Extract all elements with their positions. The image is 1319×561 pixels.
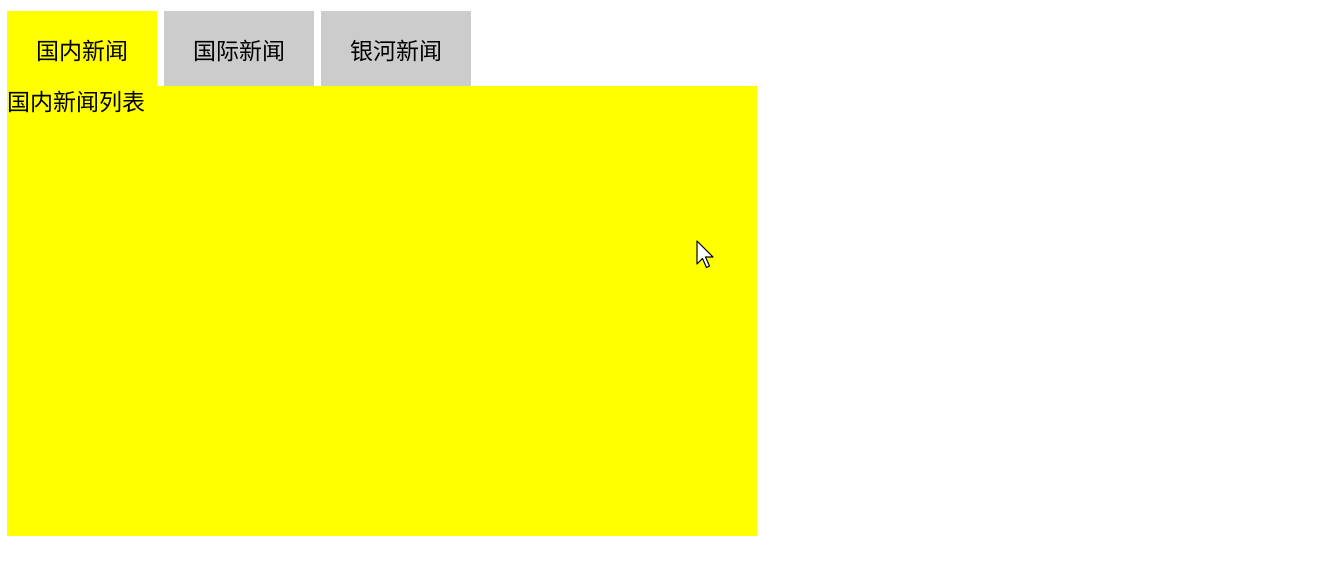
tab-domestic-news[interactable]: 国内新闻: [7, 11, 157, 86]
tab-label: 国内新闻: [36, 38, 128, 65]
tab-label: 国际新闻: [193, 38, 285, 65]
news-list-panel: 国内新闻列表: [7, 86, 757, 536]
mouse-pointer-icon: [696, 240, 714, 269]
tab-international-news[interactable]: 国际新闻: [164, 11, 314, 86]
tab-galaxy-news[interactable]: 银河新闻: [321, 11, 471, 86]
tab-label: 银河新闻: [350, 38, 442, 65]
news-list-title: 国内新闻列表: [7, 90, 145, 116]
